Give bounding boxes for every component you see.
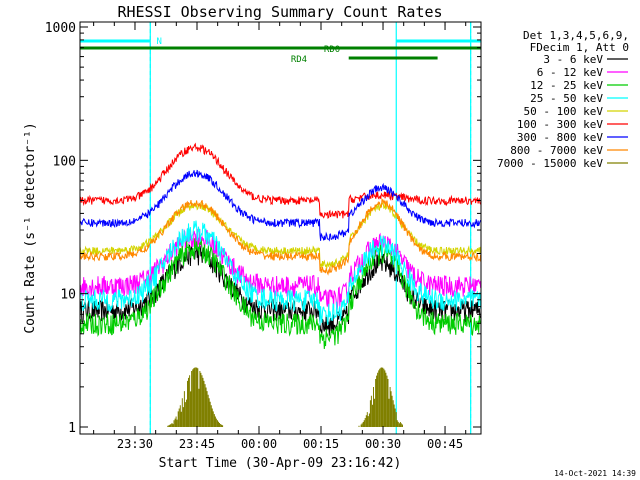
legend-header-line: FDecim 1, Att 0 [530,41,629,54]
axes: 23:30 23:45 00:00 00:15 00:30 00:45 1 10 100 1000 [45,21,482,451]
legend-label-6-12-kev: 6 - 12 keV [537,66,604,79]
series-line-7000-15000-kev [167,367,403,427]
y-axis-label: Count Rate (s⁻¹ detector⁻¹) [23,122,38,333]
x-tick-label: 23:30 [117,437,153,451]
legend-label-7000-15000-kev: 7000 - 15000 keV [497,157,603,170]
x-tick-label: 23:45 [179,437,215,451]
y-tick-label: 10 [60,288,76,303]
legend-label-800-7000-kev: 800 - 7000 keV [510,144,603,157]
series-line-6-12-kev [79,227,482,312]
y-tick-label: 100 [53,154,76,169]
x-tick-label: 00:30 [365,437,401,451]
x-axis-label: Start Time (30-Apr-09 23:16:42) [159,456,402,471]
chart-title: RHESSI Observing Summary Count Rates [117,3,442,21]
series-line-100-300-kev [79,142,482,219]
y-tick-label: 1 [68,421,76,436]
legend-label-50-100-kev: 50 - 100 keV [524,105,604,118]
series-line-12-25-kev [79,238,482,350]
flag-bars: N RD0 RD4 [80,37,481,65]
footer-timestamp: 14-Oct-2021 14:39 [554,469,636,478]
flag-label-n: N [156,37,161,47]
flag-label-rd0: RD0 [324,45,340,55]
x-tick-label: 00:45 [427,437,463,451]
series-line-300-800-kev [79,169,482,242]
x-tick-label: 00:15 [303,437,339,451]
legend-label-300-800-kev: 300 - 800 keV [517,131,603,144]
series-line-25-50-kev [79,220,482,326]
plot-frame [79,21,482,435]
legend-label-12-25-kev: 12 - 25 keV [530,79,603,92]
legend: Det 1,3,4,5,6,9,FDecim 1, Att 03 - 6 keV… [497,29,629,170]
legend-label-3-6-kev: 3 - 6 keV [543,53,603,66]
x-tick-label: 00:00 [241,437,277,451]
legend-header-line: Det 1,3,4,5,6,9, [523,29,629,42]
series-lines [79,142,482,427]
series-line-800-7000-kev [79,198,482,276]
y-tick-label: 1000 [45,21,76,36]
flag-label-rd4: RD4 [291,55,307,65]
saa-lines [149,22,472,434]
legend-label-100-300-kev: 100 - 300 keV [517,118,603,131]
legend-label-25-50-kev: 25 - 50 keV [530,92,603,105]
